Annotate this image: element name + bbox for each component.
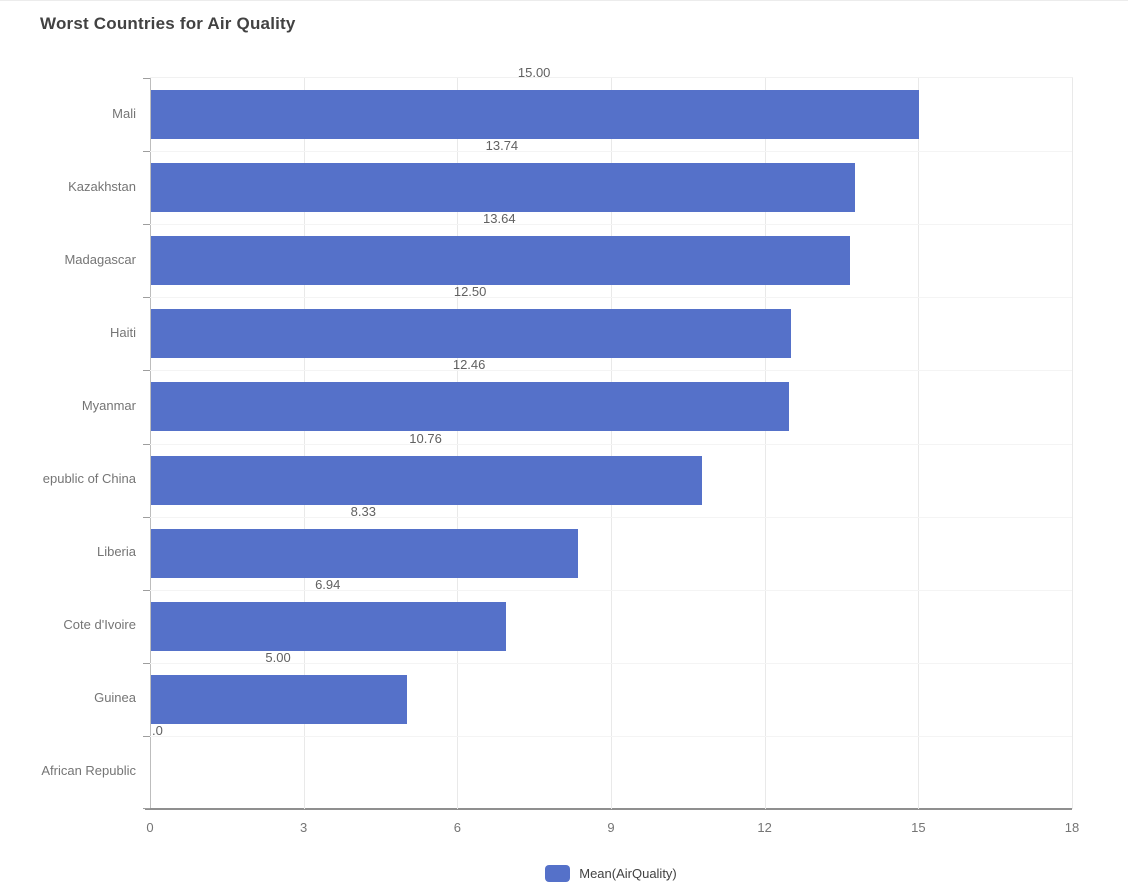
x-tick-label: 9 <box>607 820 615 835</box>
category-label: Myanmar <box>81 397 136 413</box>
y-axis-tick <box>143 370 150 371</box>
category-label: Guinea <box>94 690 136 706</box>
y-axis-tick <box>143 736 150 737</box>
value-label: 12.46 <box>452 357 486 373</box>
value-label: 10.76 <box>409 430 442 446</box>
x-tick-label: 15 <box>911 820 926 835</box>
value-label: 5.00 <box>265 649 291 665</box>
bar[interactable] <box>151 309 792 359</box>
y-axis-tick <box>143 297 150 298</box>
bar[interactable] <box>151 674 408 724</box>
category-label: Cote d'Ivoire <box>63 617 136 633</box>
y-axis-tick <box>143 444 150 445</box>
row-separator <box>150 297 1072 298</box>
bar[interactable] <box>151 163 855 213</box>
category-label: African Republic <box>41 763 136 779</box>
gridline <box>457 78 459 809</box>
gridline <box>764 78 766 809</box>
row-separator <box>150 663 1072 664</box>
x-tick-label: 6 <box>453 820 461 835</box>
category-label: epublic of China <box>42 471 136 487</box>
value-label: 8.33 <box>350 503 376 519</box>
row-separator <box>150 151 1072 152</box>
y-axis-tick <box>143 590 150 591</box>
value-label: 13.64 <box>483 211 516 227</box>
bar[interactable] <box>151 601 507 651</box>
row-separator <box>150 444 1072 445</box>
value-label: 12.50 <box>453 284 487 300</box>
bar[interactable] <box>151 90 920 140</box>
category-label: Kazakhstan <box>68 178 136 194</box>
legend: Mean(AirQuality) <box>150 865 1072 882</box>
plot-area: 0 3 6 9 12 15 18 15.00 13.74 13.64 12.50 12.46 10.76… <box>143 65 1079 835</box>
page-title: Worst Countries for Air Quality <box>40 14 296 33</box>
gridline <box>611 78 612 809</box>
bar[interactable] <box>151 236 850 286</box>
gridline <box>1072 78 1073 809</box>
x-tick-label: 0 <box>146 820 154 835</box>
category-label: Liberia <box>96 544 136 560</box>
x-tick-label: 18 <box>1064 820 1080 835</box>
category-label: Mali <box>112 105 136 121</box>
y-axis-tick <box>143 151 150 152</box>
row-separator <box>150 736 1072 737</box>
legend-label: Mean(AirQuality) <box>579 866 677 881</box>
category-label: Madagascar <box>64 251 136 267</box>
category-label: Haiti <box>109 324 136 340</box>
gridline <box>918 78 920 809</box>
y-axis-tick <box>143 224 150 225</box>
value-label: 15.00 <box>517 65 551 80</box>
value-label: .0 <box>152 722 163 738</box>
y-axis-tick <box>143 663 150 664</box>
x-tick-label: 12 <box>757 820 772 835</box>
row-separator <box>150 224 1072 225</box>
row-separator <box>150 370 1072 371</box>
y-axis-tick <box>143 517 150 518</box>
y-axis-line <box>150 78 151 809</box>
bar[interactable] <box>151 382 790 432</box>
row-separator <box>150 517 1072 518</box>
bar[interactable] <box>151 528 578 578</box>
value-label: 6.94 <box>315 576 341 592</box>
x-tick-label: 3 <box>300 820 308 835</box>
value-label: 13.74 <box>485 138 519 154</box>
y-axis-tick <box>143 808 150 809</box>
row-separator <box>150 590 1072 591</box>
y-axis-tick <box>143 78 150 79</box>
bar[interactable] <box>151 455 703 505</box>
x-axis-line <box>145 808 1072 810</box>
category-axis-labels: Mali Kazakhstan Madagascar Haiti Myanmar epub… <box>0 77 136 808</box>
gridline <box>303 78 305 809</box>
legend-swatch-icon <box>545 865 571 882</box>
